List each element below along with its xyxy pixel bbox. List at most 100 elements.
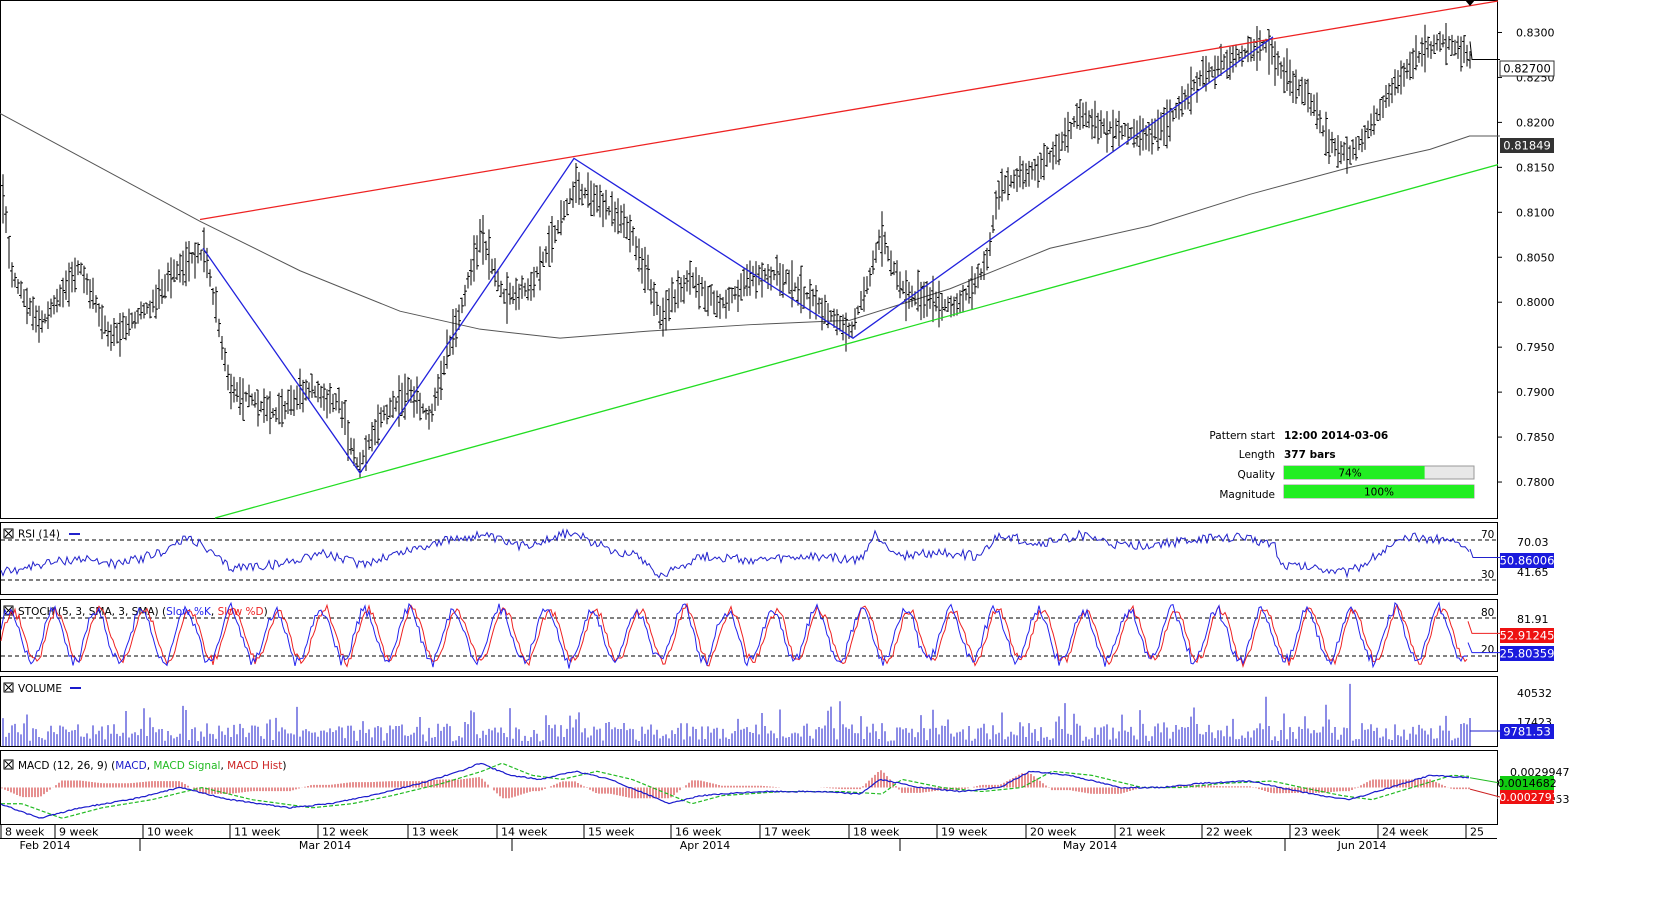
price-bar — [1210, 66, 1214, 78]
price-bar — [1006, 167, 1010, 201]
price-bar — [1078, 99, 1082, 131]
price-bar — [220, 335, 224, 360]
ma-line — [0, 112, 1471, 339]
price-bar — [1009, 175, 1013, 188]
price-bar — [397, 375, 401, 427]
trend-lines — [199, 0, 1499, 519]
price-bar — [424, 408, 428, 420]
price-bar — [454, 308, 458, 348]
price-bar — [28, 297, 32, 317]
price-bar — [436, 374, 440, 406]
rsi-path — [0, 527, 1470, 579]
price-bar — [1150, 118, 1154, 155]
price-bar — [217, 318, 221, 338]
price-bar — [931, 275, 935, 323]
price-bar — [313, 385, 317, 398]
price-bar — [340, 401, 344, 429]
price-bar — [796, 276, 800, 306]
pattern-info: Pattern start 12:00 2014-03-06 Length 37… — [1209, 430, 1475, 501]
price-bar — [781, 264, 785, 298]
price-bar — [1228, 46, 1232, 80]
price-bar — [646, 254, 650, 291]
price-bar — [703, 280, 707, 312]
price-bar — [520, 275, 524, 299]
price-bar — [79, 262, 83, 275]
price-bar — [1318, 110, 1322, 134]
stoch-k-connector — [1467, 621, 1500, 634]
volume-last-badge: 9781.53 — [1500, 724, 1554, 739]
price-bar — [67, 262, 71, 307]
price-bar — [193, 242, 197, 279]
week-label: 8 week — [5, 826, 45, 839]
price-bar — [7, 235, 11, 269]
price-bar — [1168, 99, 1172, 142]
price-bar — [1246, 35, 1250, 63]
price-bar — [124, 316, 128, 341]
macd-last-badge: 0.0014682 — [1497, 776, 1557, 790]
price-bar — [763, 268, 767, 282]
price-bar — [919, 281, 923, 321]
month-label: Jun 2014 — [1337, 839, 1387, 852]
price-bar — [196, 242, 200, 264]
macd-signal-legend: MACD Signal — [153, 760, 220, 772]
price-bar — [1336, 135, 1340, 168]
price-bar — [685, 270, 689, 292]
price-bar — [1375, 108, 1379, 121]
price-bar — [670, 277, 674, 313]
price-bar — [877, 229, 881, 251]
price-bar — [547, 225, 551, 267]
price-bar — [229, 373, 233, 410]
price-bar — [904, 270, 908, 322]
price-bar — [628, 214, 632, 253]
macd-signal-value: -0.0002793 — [1495, 791, 1558, 804]
price-bar — [1138, 115, 1142, 156]
price-bar — [565, 198, 569, 216]
price-bar — [328, 383, 332, 414]
price-bar — [208, 269, 212, 287]
price-bar — [1162, 107, 1166, 146]
price-bar — [1438, 31, 1442, 52]
price-bar — [73, 257, 77, 293]
price-bar — [571, 181, 575, 208]
price-bar — [1024, 163, 1028, 187]
macd-params: MACD (12, 26, 9) — [18, 760, 108, 772]
price-bar — [334, 393, 338, 411]
price-bar — [373, 418, 377, 446]
price-bar — [1207, 62, 1211, 83]
rsi-header: RSI (14) — [3, 528, 80, 541]
price-bar — [787, 269, 791, 294]
stoch-panel-frame — [0, 599, 1498, 672]
price-bar — [490, 258, 494, 275]
price-bar — [1108, 121, 1112, 134]
price-bar — [1060, 131, 1064, 151]
price-bar — [1384, 85, 1388, 108]
price-bar — [925, 280, 929, 317]
price-bar — [1021, 160, 1025, 190]
price-bar — [1312, 94, 1316, 116]
price-bar — [1045, 146, 1049, 167]
price-tick-label: 0.8150 — [1516, 161, 1555, 174]
price-bar — [1366, 120, 1370, 139]
price-bar — [1285, 48, 1289, 91]
price-bar — [307, 382, 311, 400]
price-bar — [13, 272, 17, 288]
price-bar — [739, 273, 743, 301]
price-bar — [292, 389, 296, 416]
price-bar — [952, 296, 956, 317]
price-bar — [859, 291, 863, 310]
week-label: 16 week — [675, 826, 722, 839]
price-bar — [1036, 155, 1040, 188]
price-bar — [772, 269, 776, 281]
price-bar — [688, 260, 692, 295]
price-bar — [715, 290, 719, 318]
rsi-level-70-label: 70 — [1481, 529, 1494, 541]
zigzag-line — [202, 36, 1274, 475]
price-bar — [1393, 69, 1397, 96]
price-bar — [211, 287, 215, 305]
price-bar — [322, 383, 326, 411]
price-bar — [1048, 150, 1052, 163]
price-bar — [1096, 112, 1100, 144]
price-bar — [1189, 66, 1193, 115]
price-bar — [343, 399, 347, 436]
price-bar — [1420, 37, 1424, 67]
